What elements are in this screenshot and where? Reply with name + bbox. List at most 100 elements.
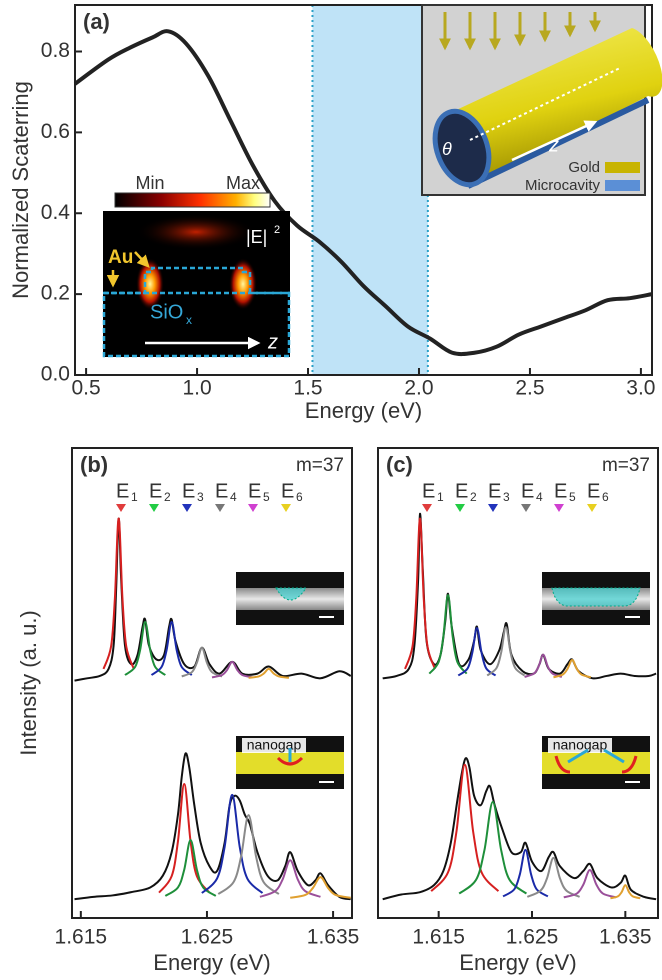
peak-marker: [281, 504, 291, 512]
x-tick-label: 1.0: [182, 377, 211, 400]
y-axis-label: Normalized Scaterring: [8, 81, 33, 299]
peak-marker: [554, 504, 564, 512]
x-tick-label: 2.5: [515, 377, 544, 400]
x-tick-label: 3.0: [626, 377, 655, 400]
sem-wire: [542, 752, 650, 774]
peak-label: E: [149, 480, 162, 502]
substrate-label: SiO: [150, 301, 183, 323]
annotation: m=37: [296, 455, 344, 476]
peak-marker: [488, 504, 498, 512]
inset-label: nanogap: [553, 737, 608, 753]
glow: [136, 258, 164, 310]
data-line: [217, 814, 280, 895]
data-line: [181, 646, 223, 678]
label-bg: [548, 738, 612, 753]
plot-frame: [377, 447, 659, 919]
legend-label: Microcavity: [525, 177, 601, 194]
z-arrow: [511, 120, 598, 162]
peak-label: E: [116, 480, 129, 502]
peak-marker: [248, 504, 258, 512]
gap-arrow: [603, 748, 625, 764]
peak-label: E: [281, 480, 294, 502]
data-line: [290, 876, 351, 899]
panel-label: (b): [80, 452, 108, 477]
peak-label-sub: 5: [569, 490, 576, 504]
inset-label: nanogap: [247, 737, 302, 753]
peak-label-sub: 6: [296, 490, 303, 504]
peak-marker: [422, 504, 432, 512]
au-arrow: [134, 251, 150, 268]
plot-frame: [74, 4, 653, 376]
peak-label-sub: 1: [131, 490, 138, 504]
data-line: [428, 594, 468, 675]
peak-label: E: [521, 480, 534, 502]
field-label: |E|: [246, 227, 267, 247]
data-line: [526, 856, 581, 898]
z-label: z: [548, 134, 559, 156]
data-line: [430, 763, 500, 892]
data-line: [211, 660, 253, 679]
peak-label-sub: 2: [470, 490, 477, 504]
colorbar-max: Max: [226, 173, 260, 193]
peak-marker: [521, 504, 531, 512]
metal-label: Au: [108, 247, 133, 268]
x-tick-label: 1.635: [307, 926, 360, 949]
peak-label-sub: 4: [230, 490, 237, 504]
peak-label: E: [248, 480, 261, 502]
legend-swatch: [605, 180, 640, 191]
panel-label: (a): [83, 9, 110, 34]
x-axis-label: Energy (eV): [153, 950, 270, 975]
data-line: [502, 848, 549, 898]
peak-marker: [215, 504, 225, 512]
peak-label-sub: 3: [197, 490, 204, 504]
peak-label: E: [587, 480, 600, 502]
glow: [229, 258, 257, 310]
gap-mark: [554, 755, 638, 774]
cavity-shape: [275, 587, 307, 601]
highlight-band: [312, 5, 428, 375]
gap-arrow: [567, 748, 589, 764]
peak-label-sub: 6: [602, 490, 609, 504]
data-line: [486, 626, 526, 677]
peak-marker: [587, 504, 597, 512]
x-tick-label: 1.625: [506, 926, 559, 949]
peak-label-sub: 5: [263, 490, 270, 504]
panel-label: (c): [386, 452, 413, 477]
colorbar-min: Min: [135, 173, 164, 193]
data-line: [73, 29, 653, 357]
data-line: [382, 757, 657, 901]
x-tick-label: 1.615: [55, 926, 108, 949]
y-tick-label: 0.6: [41, 120, 70, 143]
peak-label-sub: 3: [503, 490, 510, 504]
z-label: z: [267, 331, 278, 353]
cylinder: [452, 28, 662, 182]
legend-swatch: [605, 162, 640, 173]
legend-label: Gold: [568, 159, 600, 176]
light-arrows: [439, 12, 601, 51]
x-tick-label: 2.0: [404, 377, 433, 400]
y-tick-label: 0.2: [41, 282, 70, 305]
peak-label: E: [215, 480, 228, 502]
x-tick-label: 1.5: [293, 377, 322, 400]
cylinder-end: [432, 108, 492, 188]
colormap-inset: Min Max z |E| 2 Au SiO x: [102, 173, 291, 358]
data-line: [563, 869, 617, 899]
y-tick-label: 0.0: [41, 363, 70, 386]
y-tick-label: 0.4: [41, 201, 71, 224]
x-axis-label: Energy (eV): [305, 398, 422, 423]
angle-label: θ: [442, 139, 452, 159]
peak-label-sub: 1: [437, 490, 444, 504]
data-line: [610, 884, 641, 900]
x-tick-label: 1.635: [599, 926, 652, 949]
data-line: [524, 653, 563, 678]
colorbar: [114, 192, 271, 208]
peak-marker: [149, 504, 159, 512]
peak-label-sub: 4: [536, 490, 543, 504]
glow: [136, 214, 256, 250]
cavity-shape: [551, 587, 641, 607]
peak-label-sub: 2: [164, 490, 171, 504]
cavity-edge: [466, 97, 650, 189]
data-line: [404, 517, 436, 670]
field-power: 2: [274, 224, 280, 236]
